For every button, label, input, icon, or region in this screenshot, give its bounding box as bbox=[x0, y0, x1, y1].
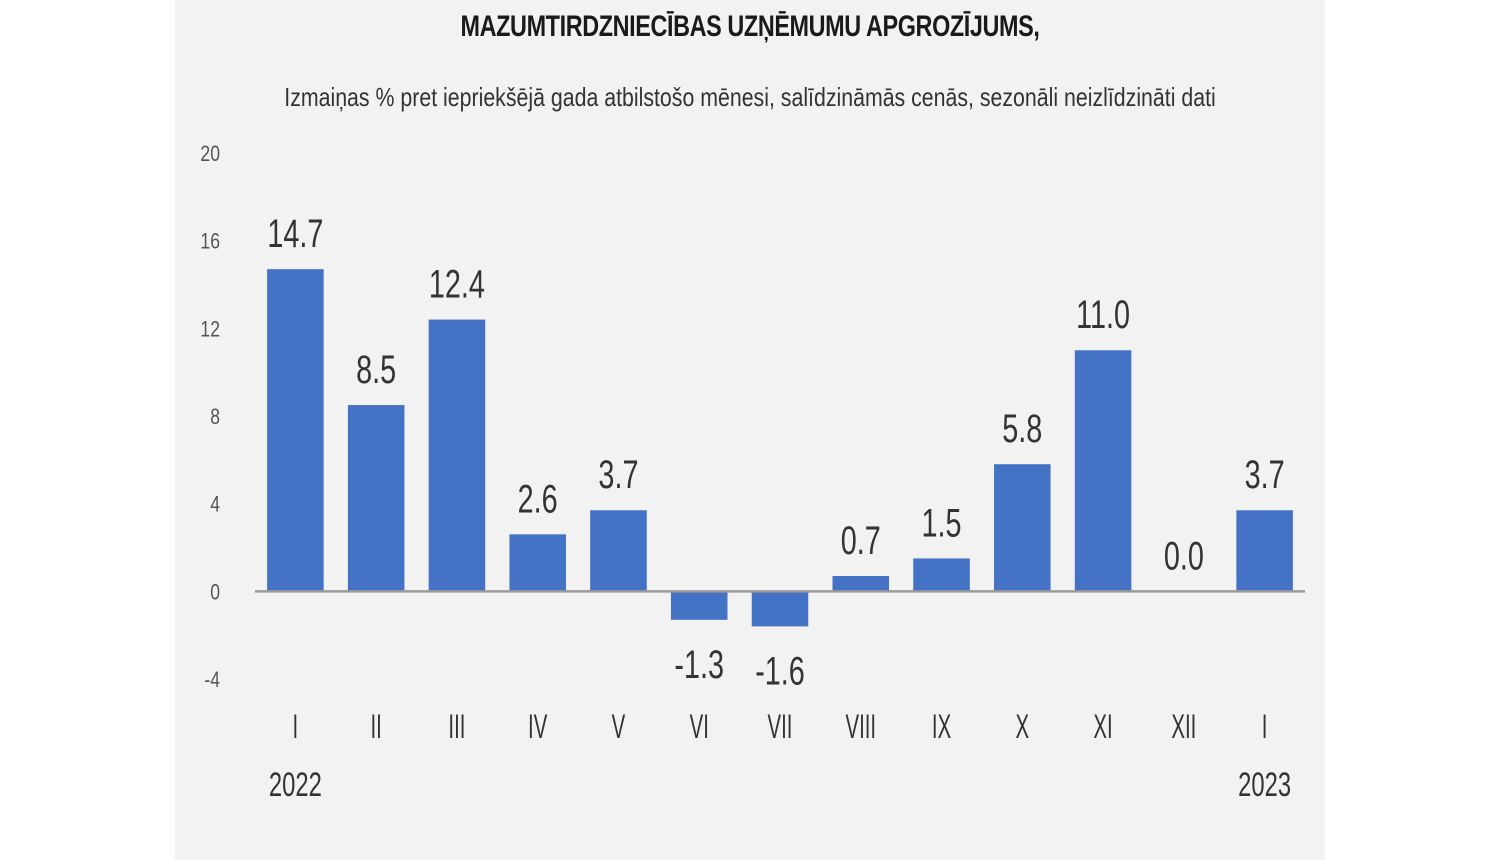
bar bbox=[590, 510, 647, 592]
bar bbox=[267, 269, 324, 592]
bar bbox=[913, 558, 970, 592]
data-label: 5.8 bbox=[1002, 407, 1042, 452]
y-tick-label: 20 bbox=[200, 142, 220, 166]
year-label: 2022 bbox=[269, 766, 322, 804]
y-tick-label: 0 bbox=[210, 581, 220, 605]
data-label: 14.7 bbox=[267, 212, 323, 257]
bar bbox=[509, 534, 566, 592]
data-label: 0.0 bbox=[1164, 534, 1204, 579]
y-tick-label: 16 bbox=[200, 230, 220, 254]
bar-chart: -4 0 4 8 12 16 20 14.7 I 8.5 II 12.4 III 2.6 IV 3.7 V -1.… bbox=[200, 142, 1305, 804]
x-tick-label: VII bbox=[768, 708, 793, 746]
x-tick-label: I bbox=[293, 708, 299, 746]
bar bbox=[832, 575, 890, 592]
chart-panel: MAZUMTIRDZNIECĪBAS UZŅĒMUMU APGROZĪJUMS,… bbox=[175, 0, 1325, 860]
x-tick-label: II bbox=[370, 708, 381, 746]
data-label: 8.5 bbox=[356, 347, 396, 392]
bar bbox=[1236, 510, 1293, 592]
data-label: -1.6 bbox=[755, 649, 805, 694]
x-tick-label: I bbox=[1262, 708, 1268, 746]
bar bbox=[347, 405, 405, 592]
bar bbox=[670, 591, 728, 620]
x-tick-label: IV bbox=[528, 708, 547, 746]
x-tick-label: X bbox=[1016, 708, 1030, 746]
x-tick-label: IX bbox=[932, 708, 951, 746]
year-label: 2023 bbox=[1238, 766, 1291, 804]
x-tick-label: V bbox=[612, 708, 626, 746]
data-label: 1.5 bbox=[922, 501, 962, 546]
x-tick-label: XII bbox=[1171, 708, 1196, 746]
chart-subtitle: Izmaiņas % pret iepriekšējā gada atbilst… bbox=[284, 82, 1216, 112]
data-label: 3.7 bbox=[598, 453, 638, 498]
bar bbox=[994, 464, 1051, 592]
y-tick-label: 8 bbox=[210, 405, 220, 429]
chart-title: MAZUMTIRDZNIECĪBAS UZŅĒMUMU APGROZĪJUMS, bbox=[460, 10, 1040, 43]
x-tick-label: XI bbox=[1093, 708, 1112, 746]
data-label: 12.4 bbox=[429, 262, 485, 307]
data-label: -1.3 bbox=[674, 642, 724, 687]
data-label: 11.0 bbox=[1076, 293, 1130, 338]
y-tick-label: -4 bbox=[204, 668, 220, 692]
bar bbox=[1074, 350, 1132, 592]
data-label: 2.6 bbox=[518, 477, 558, 522]
bar bbox=[751, 591, 809, 627]
y-tick-label: 4 bbox=[210, 493, 220, 517]
x-tick-label: III bbox=[448, 708, 465, 746]
y-tick-label: 12 bbox=[200, 318, 220, 342]
x-tick-label: VIII bbox=[845, 708, 876, 746]
data-label: 3.7 bbox=[1245, 453, 1285, 498]
data-label: 0.7 bbox=[841, 518, 881, 563]
bar bbox=[428, 319, 486, 592]
x-tick-label: VI bbox=[690, 708, 709, 746]
